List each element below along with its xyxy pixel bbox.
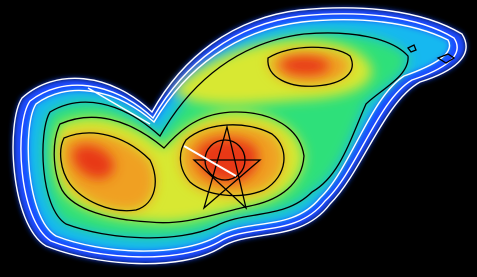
page — [0, 0, 477, 277]
density-map — [0, 0, 477, 277]
